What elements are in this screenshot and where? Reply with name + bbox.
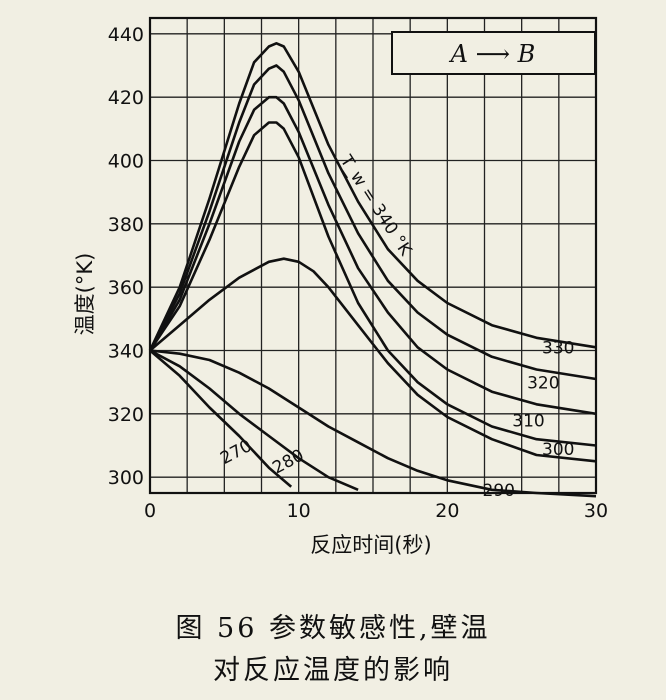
y-tick-label: 400 (108, 151, 144, 173)
y-tick-label: 440 (108, 24, 144, 46)
series-label-330: 330 (542, 339, 574, 359)
series-line-330 (148, 64, 597, 381)
x-tick-label: 30 (584, 500, 608, 522)
x-tick-label: 10 (287, 500, 311, 522)
series-line-280 (149, 349, 359, 491)
x-tick-label: 20 (435, 500, 459, 522)
y-tick-label: 420 (108, 87, 144, 109)
x-tick-label: 0 (144, 500, 156, 522)
reaction-box-frame (391, 31, 596, 75)
y-tick-label: 380 (108, 214, 144, 236)
chart: 330 320 310 300 290 280 270 0 10 20 30 300 320 340 36… (73, 16, 608, 557)
y-tick-label: 300 (108, 467, 144, 489)
series-line-300 (149, 257, 597, 463)
series-label-290: 290 (483, 481, 515, 501)
y-tick-label: 320 (108, 404, 144, 426)
series-line-290 (149, 349, 597, 498)
series-label-270: 270 (217, 436, 255, 469)
series-line-310 (148, 121, 597, 447)
figure-caption-line-2: 对反应温度的影响 (213, 655, 453, 686)
series-label-320: 320 (527, 374, 559, 394)
reaction-label: A ⟶ B (449, 40, 536, 68)
y-axis-label: 温度(°K) (73, 253, 97, 336)
y-tick-label: 360 (108, 277, 144, 299)
curves (148, 42, 597, 498)
y-tick-label: 340 (108, 341, 144, 363)
plot-frame (148, 16, 598, 495)
ticks: 0 10 20 30 300 320 340 360 380 400 420 440 (108, 24, 608, 522)
series-label-310: 310 (512, 412, 544, 432)
series-line-270 (149, 349, 293, 488)
series-line-340 (148, 42, 597, 352)
x-axis-label: 反应时间(秒) (310, 533, 431, 557)
series-label-280: 280 (269, 446, 307, 479)
reaction-box: A ⟶ B (391, 31, 596, 75)
series-line-320 (148, 95, 597, 416)
series-label-300: 300 (542, 440, 574, 460)
figure-caption-line-1: 图 56 参数敏感性,壁温 (175, 613, 491, 644)
